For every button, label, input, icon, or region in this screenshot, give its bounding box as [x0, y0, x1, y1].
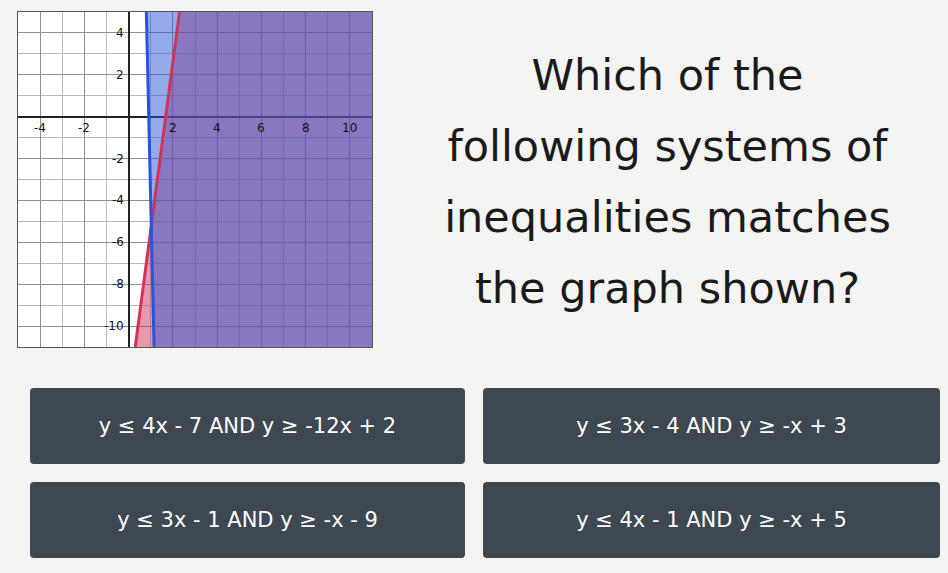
svg-text:-2: -2 [78, 121, 90, 135]
html-text:Which of the: Which of the [531, 50, 804, 100]
html-text:inequalities matches: inequalities matches [444, 192, 891, 242]
html-text:following systems of: following systems of [447, 121, 888, 171]
svg-text:4: 4 [213, 121, 221, 135]
html-text:y ≤ 3x - 4 AND y ≥ -x + 3: y ≤ 3x - 4 AND y ≥ -x + 3 [576, 414, 847, 438]
svg-text:-2: -2 [112, 152, 124, 166]
html-text:y ≤ 4x - 1 AND y ≥ -x + 5: y ≤ 4x - 1 AND y ≥ -x + 5 [576, 508, 847, 532]
svg-text:8: 8 [302, 121, 310, 135]
svg-text:-4: -4 [34, 121, 46, 135]
svg-text:2: 2 [116, 68, 124, 82]
svg-text:2: 2 [169, 121, 177, 135]
html-text:y ≤ 3x - 1 AND y ≥ -x - 9: y ≤ 3x - 1 AND y ≥ -x - 9 [117, 508, 378, 532]
svg-text:-10: -10 [104, 319, 124, 333]
html-text:the graph shown?: the graph shown? [475, 263, 860, 313]
html-text:y ≤ 4x - 7 AND y ≥ -12x + 2: y ≤ 4x - 7 AND y ≥ -12x + 2 [98, 414, 397, 438]
svg-text:-4: -4 [112, 193, 124, 207]
svg-text:10: 10 [342, 121, 357, 135]
svg-text:-6: -6 [112, 235, 124, 249]
svg-text:6: 6 [257, 121, 265, 135]
svg-text:-8: -8 [112, 277, 124, 291]
svg-text:4: 4 [116, 26, 124, 40]
